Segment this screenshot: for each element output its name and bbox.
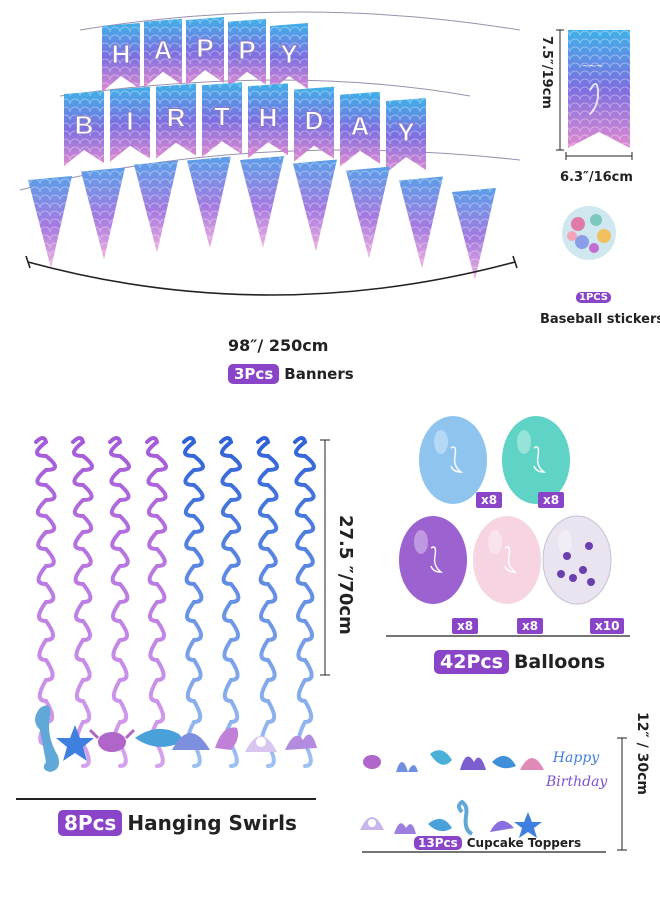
- balloons-section: x8 x8 x8 x8 x10 42Pcs Balloons: [380, 380, 660, 680]
- purple-swirl: [71, 436, 94, 768]
- happy-banner-letter: Y: [280, 39, 297, 69]
- happy-banner-flag: P: [186, 17, 224, 86]
- birthday-banner-letter: T: [214, 101, 230, 131]
- topper-row-2: [360, 799, 542, 838]
- banner-size-label: 98″/ 250cm: [228, 336, 329, 355]
- balloon: [542, 515, 612, 605]
- swirls-section: 27.5 ″/70cm 8Pcs Hanging Swirls: [0, 420, 380, 860]
- happy-banner-letter: H: [112, 39, 131, 69]
- purple-swirl: [145, 436, 168, 768]
- svg-text:~~~: ~~~: [582, 59, 603, 73]
- sticker-section: 1PCS Baseball stickers: [520, 200, 660, 330]
- banner-name: Banners: [284, 365, 354, 383]
- happy-banner-flag: P: [228, 18, 266, 88]
- birthday-banner-flag: I: [110, 86, 150, 162]
- balloon-qty-badge: x10: [590, 618, 625, 634]
- balloon: [419, 416, 487, 504]
- swirls-baseline: [16, 798, 316, 800]
- toppers-caption: 13Pcs Cupcake Toppers: [414, 836, 581, 850]
- blue-swirl: [293, 436, 316, 768]
- balloons-caption: 42Pcs Balloons: [434, 650, 605, 674]
- birthday-banner-letter: A: [351, 111, 370, 141]
- birthday-banner-letter: H: [259, 102, 278, 132]
- blue-swirl: [219, 436, 242, 768]
- balloon-qty-badge: x8: [517, 618, 544, 634]
- toppers-count-badge: 13Pcs: [414, 836, 462, 850]
- balloon-qty-badge: x8: [538, 492, 565, 508]
- banner-count-badge: 3Pcs: [228, 364, 280, 384]
- purple-swirl: [108, 436, 131, 768]
- birthday-banner-letter: Y: [397, 117, 414, 147]
- topper-birthday-text: Birthday: [546, 774, 608, 790]
- swirls-illustration: [34, 436, 330, 772]
- birthday-banner-letter: B: [75, 110, 94, 140]
- happy-banner-flag: H: [102, 23, 140, 92]
- blue-swirl: [256, 436, 279, 768]
- happy-banner-letter: P: [196, 33, 213, 63]
- topper-row-1: [363, 750, 544, 772]
- swirls-size-label: 27.5 ″/70cm: [335, 515, 356, 635]
- happy-banner-letter: A: [154, 35, 173, 65]
- topper-happy-birthday: Happy Birthday: [546, 750, 608, 820]
- sticker-illustration: [562, 206, 616, 260]
- single-flag-illustration: ~~~: [556, 29, 633, 160]
- birthday-banner-flag: T: [202, 82, 242, 158]
- toppers-size-label: 12″ / 30cm: [634, 712, 650, 795]
- balloons-name: Balloons: [513, 651, 606, 673]
- birthday-banner-flag: R: [156, 83, 196, 159]
- sticker-name: Baseball stickers: [540, 312, 660, 327]
- happy-banner-letter: P: [238, 35, 255, 65]
- balloon-qty-badge: x8: [476, 492, 503, 508]
- swirls-caption: 8Pcs Hanging Swirls: [58, 810, 297, 836]
- purple-swirl: [34, 436, 57, 768]
- toppers-illustration: [360, 750, 606, 853]
- balloon-qty-badge: x8: [452, 618, 479, 634]
- birthday-banner-letter: R: [167, 103, 186, 133]
- birthday-banner-flag: B: [64, 91, 104, 166]
- balloon: [502, 416, 570, 504]
- birthday-banner-letter: I: [126, 106, 133, 136]
- birthday-banner-flag: H: [248, 83, 288, 159]
- toppers-section: Happy Birthday 12″ / 30cm 13Pcs Cupcake T…: [350, 700, 660, 860]
- single-flag-width-label: 6.3″/16cm: [560, 170, 633, 185]
- single-flag-height-label: 7.5″/19cm: [539, 36, 554, 109]
- birthday-banner-flag: A: [340, 91, 380, 167]
- balloons-illustration: [386, 416, 630, 637]
- swirls-name: Hanging Swirls: [127, 811, 297, 835]
- birthday-banner-flag: Y: [386, 98, 426, 173]
- balloons-count-badge: 42Pcs: [434, 650, 509, 674]
- single-flag-section: ~~~ 7.5″/19cm 6.3″/16cm: [520, 20, 660, 190]
- banner-caption: 3Pcs Banners: [228, 364, 354, 384]
- banner-dimension-line: [25, 255, 518, 296]
- toppers-name: Cupcake Toppers: [466, 836, 582, 850]
- toppers-dimension: [617, 737, 627, 851]
- happy-banner-flag: A: [144, 18, 182, 88]
- birthday-banner-flag: D: [294, 86, 334, 162]
- balloon: [473, 516, 541, 604]
- swirls-count-badge: 8Pcs: [58, 810, 123, 836]
- sea-creature-row: [35, 705, 317, 772]
- balloon: [399, 516, 467, 604]
- sticker-count: 1PCS: [576, 292, 612, 303]
- topper-happy-text: Happy: [552, 750, 600, 766]
- sticker-count-badge: 1PCS: [576, 292, 612, 303]
- blue-swirl: [182, 436, 205, 768]
- happy-banner-flag: Y: [270, 23, 308, 92]
- birthday-banner-letter: D: [305, 106, 324, 136]
